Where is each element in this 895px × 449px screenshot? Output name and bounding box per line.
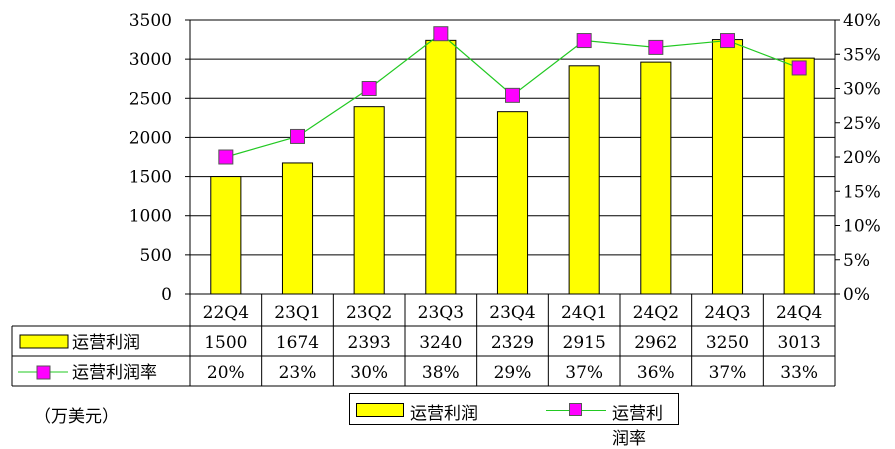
line-marker xyxy=(290,128,305,144)
table-cell-value: 3013 xyxy=(778,333,821,353)
table-cell-percent: 36% xyxy=(637,363,675,383)
y-right-tick-label: 15% xyxy=(843,182,881,202)
bar xyxy=(640,61,672,295)
table-cell-value: 1500 xyxy=(204,333,247,353)
row-swatch-marker xyxy=(36,365,51,380)
table-cell-percent: 23% xyxy=(279,363,317,383)
y-right-tick-label: 10% xyxy=(843,217,881,237)
y-left-tick-label: 2500 xyxy=(129,89,172,109)
y-left-tick-label: 500 xyxy=(140,246,172,266)
row-header-line: 运营利润率 xyxy=(72,363,157,383)
table-cell-value: 3250 xyxy=(706,333,749,353)
legend-label-bar: 运营利润 xyxy=(410,404,478,424)
legend-label-line: 运营利润率 xyxy=(612,404,663,449)
y-right-tick-label: 30% xyxy=(843,80,881,100)
x-tick-label: 24Q1 xyxy=(561,303,607,323)
x-tick-label: 22Q4 xyxy=(203,303,249,323)
y-right-tick-label: 0% xyxy=(843,285,870,305)
bar xyxy=(281,162,314,295)
line-marker xyxy=(648,39,664,55)
x-tick-label: 24Q2 xyxy=(633,303,679,323)
bar xyxy=(210,176,242,295)
y-left-tick-label: 2000 xyxy=(129,128,172,148)
x-tick-label: 23Q3 xyxy=(418,303,464,323)
bar xyxy=(783,57,815,295)
row-header-bar: 运营利润 xyxy=(72,333,140,353)
y-left-tick-label: 3500 xyxy=(129,11,172,31)
y-right-tick-label: 5% xyxy=(843,251,870,271)
line-marker xyxy=(361,81,377,96)
y-right-tick-label: 35% xyxy=(843,45,881,65)
table-cell-value: 2915 xyxy=(563,333,606,353)
table-cell-percent: 37% xyxy=(565,363,603,383)
unit-note: （万美元） xyxy=(34,407,119,427)
x-tick-label: 23Q4 xyxy=(489,303,535,323)
line-marker xyxy=(791,60,807,76)
table-cell-percent: 37% xyxy=(709,363,747,383)
line-marker xyxy=(433,26,449,42)
line-marker xyxy=(720,33,735,49)
bar xyxy=(496,111,529,295)
table-cell-value: 2329 xyxy=(491,333,534,353)
line-marker xyxy=(505,87,520,103)
legend-swatch-bar xyxy=(356,403,404,417)
legend: 运营利润 运营利润率 xyxy=(349,393,679,449)
table-cell-value: 3240 xyxy=(419,333,462,353)
table-cell-value: 1674 xyxy=(276,333,319,353)
table-cell-percent: 30% xyxy=(350,363,388,383)
table-cell-value: 2962 xyxy=(634,333,677,353)
legend-swatch-marker xyxy=(569,403,582,416)
x-tick-label: 24Q3 xyxy=(704,303,750,323)
row-swatch-bar xyxy=(19,334,69,349)
bar xyxy=(711,39,744,295)
y-right-tick-label: 25% xyxy=(843,114,881,134)
y-left-tick-label: 0 xyxy=(161,285,172,305)
line-marker xyxy=(576,33,592,49)
y-left-tick-label: 1000 xyxy=(129,207,172,227)
x-tick-label: 23Q1 xyxy=(274,303,320,323)
x-tick-label: 23Q2 xyxy=(346,303,392,323)
line-marker xyxy=(218,149,234,165)
bar xyxy=(353,106,385,295)
y-left-tick-label: 3000 xyxy=(129,50,172,70)
y-left-tick-label: 1500 xyxy=(129,168,172,188)
bar xyxy=(568,65,600,295)
x-tick-label: 24Q4 xyxy=(776,303,822,323)
table-cell-value: 2393 xyxy=(348,333,391,353)
bar xyxy=(425,39,457,295)
table-cell-percent: 33% xyxy=(780,363,818,383)
table-cell-percent: 20% xyxy=(207,363,245,383)
table-cell-percent: 38% xyxy=(422,363,460,383)
y-right-tick-label: 40% xyxy=(843,11,881,31)
y-right-tick-label: 20% xyxy=(843,148,881,168)
table-cell-percent: 29% xyxy=(494,363,532,383)
